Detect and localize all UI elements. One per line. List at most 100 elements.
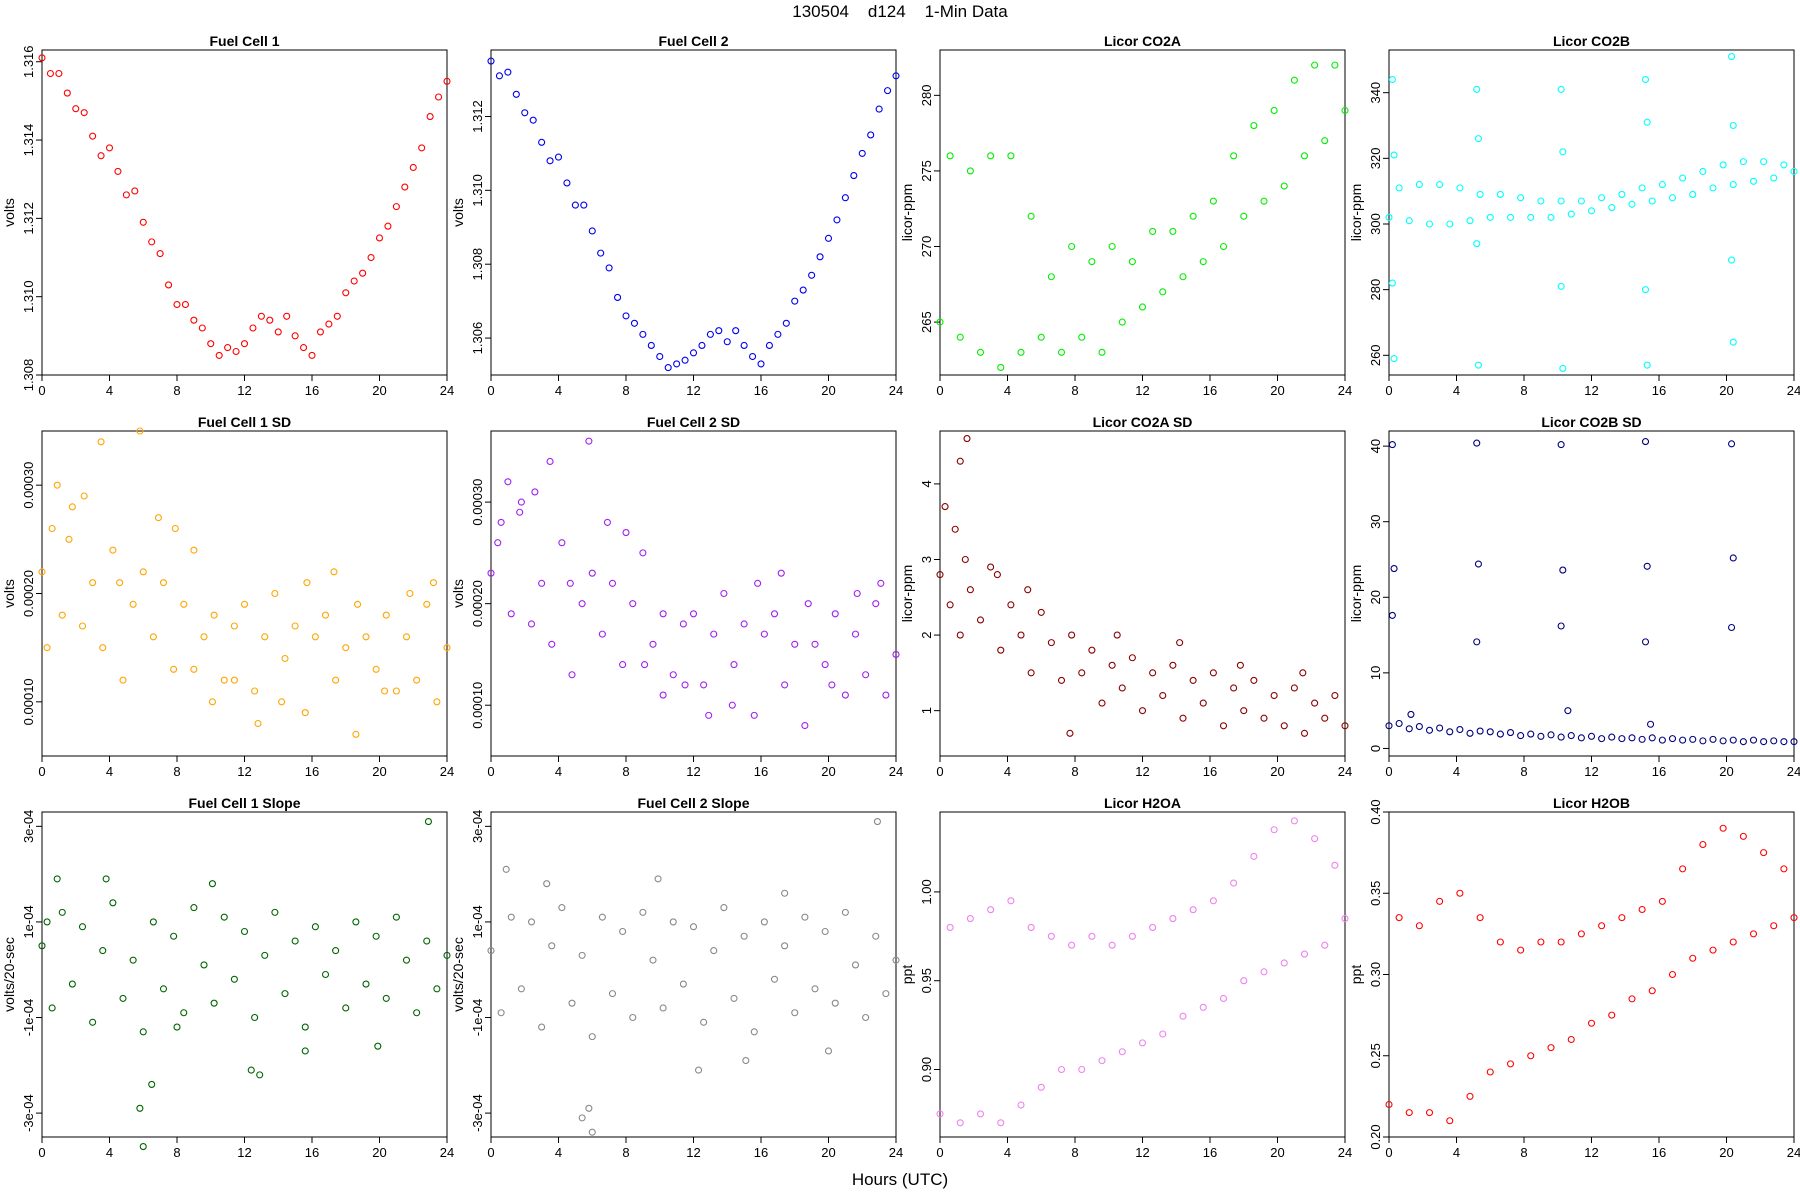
data-point [1199,258,1207,266]
data-point [720,904,728,912]
data-point [1699,167,1707,176]
data-point [362,980,370,988]
data-point [517,498,525,506]
data-point [1017,1101,1025,1109]
data-point [1189,212,1197,220]
data-point [1729,554,1737,562]
data-point [1643,361,1651,369]
data-point [300,344,308,352]
data-point [119,676,127,684]
data-point [578,951,586,959]
data-point [1473,240,1481,248]
data-point [679,980,687,988]
points [1385,824,1798,1125]
data-point [1118,1048,1126,1056]
data-point [1390,565,1398,573]
points [936,435,1349,737]
data-point [78,622,87,630]
y-axis: 1.308 1.310 1.312 1.314 1.316 [21,45,43,391]
x-tick-label: 4 [555,764,562,779]
points [487,437,900,730]
data-point [1760,849,1768,857]
data-point [1527,730,1535,738]
data-point [200,633,208,641]
data-point [538,1023,546,1031]
data-point [1699,840,1707,849]
data-point [1331,691,1339,700]
data-point [1780,738,1788,746]
data-point [1108,242,1116,251]
data-point [230,676,238,684]
data-point [529,116,537,124]
data-point [681,356,689,364]
y-tick-label: 1.00 [919,879,934,904]
data-point [558,539,566,547]
data-point [997,363,1005,371]
data-point [1689,190,1697,198]
data-point [271,908,279,916]
data-point [1385,722,1393,730]
data-point [402,956,411,964]
data-point [1260,197,1268,205]
data-point [774,330,782,338]
x-tick-label: 12 [1135,1145,1149,1160]
y-tick-label: 275 [919,160,934,182]
data-point [1638,184,1646,192]
data-point [1425,1109,1434,1117]
data-point [1024,586,1032,594]
data-point [1668,735,1677,743]
data-point [765,341,773,350]
data-point [875,105,883,113]
data-point [1290,76,1298,84]
data-point [311,633,319,641]
y-tick-label: 1e-04 [470,905,485,938]
x-tick-label: 0 [38,383,45,398]
data-point [342,644,350,652]
y-tick-label: 0.25 [1368,1043,1383,1068]
x-tick-label: 20 [1270,383,1284,398]
data-point [1321,941,1329,949]
data-point [332,947,340,955]
data-point [1037,333,1045,341]
x-tick-label: 12 [686,383,700,398]
data-point [1668,194,1677,202]
data-point [149,918,157,926]
data-point [1176,639,1184,647]
data-point [1057,348,1066,356]
y-tick-label: 0.00010 [470,682,485,729]
data-point [1709,946,1717,954]
data-point [1537,732,1545,740]
data-point [659,691,667,699]
data-point [433,698,441,706]
data-point [1209,197,1217,205]
y-tick-label: 1.310 [470,174,485,207]
data-point [311,923,319,931]
x-tick-label: 4 [1453,1145,1460,1160]
panel-title: Fuel Cell 1 [209,33,279,49]
data-point [271,589,279,598]
data-point [119,994,127,1002]
x-tick-label: 4 [106,1145,113,1160]
data-point [1169,661,1177,669]
x-axis: 0 4 8 12 16 20 24 [487,374,903,398]
data-point [89,579,97,587]
data-point [1128,932,1136,940]
data-point [1728,256,1736,264]
data-point [435,93,443,101]
data-point [171,524,179,533]
data-point [1300,152,1309,160]
x-tick-label: 16 [1203,1145,1217,1160]
data-point [619,661,627,669]
data-point [413,1009,421,1017]
data-point [278,698,286,706]
data-point [770,975,779,983]
data-point [1760,158,1768,166]
data-point [359,269,367,277]
data-point [1300,729,1309,737]
x-tick-label: 0 [38,1145,45,1160]
data-point [791,297,799,305]
data-point [571,201,579,209]
data-point [224,344,232,352]
data-point [804,600,812,608]
points [1385,53,1798,372]
